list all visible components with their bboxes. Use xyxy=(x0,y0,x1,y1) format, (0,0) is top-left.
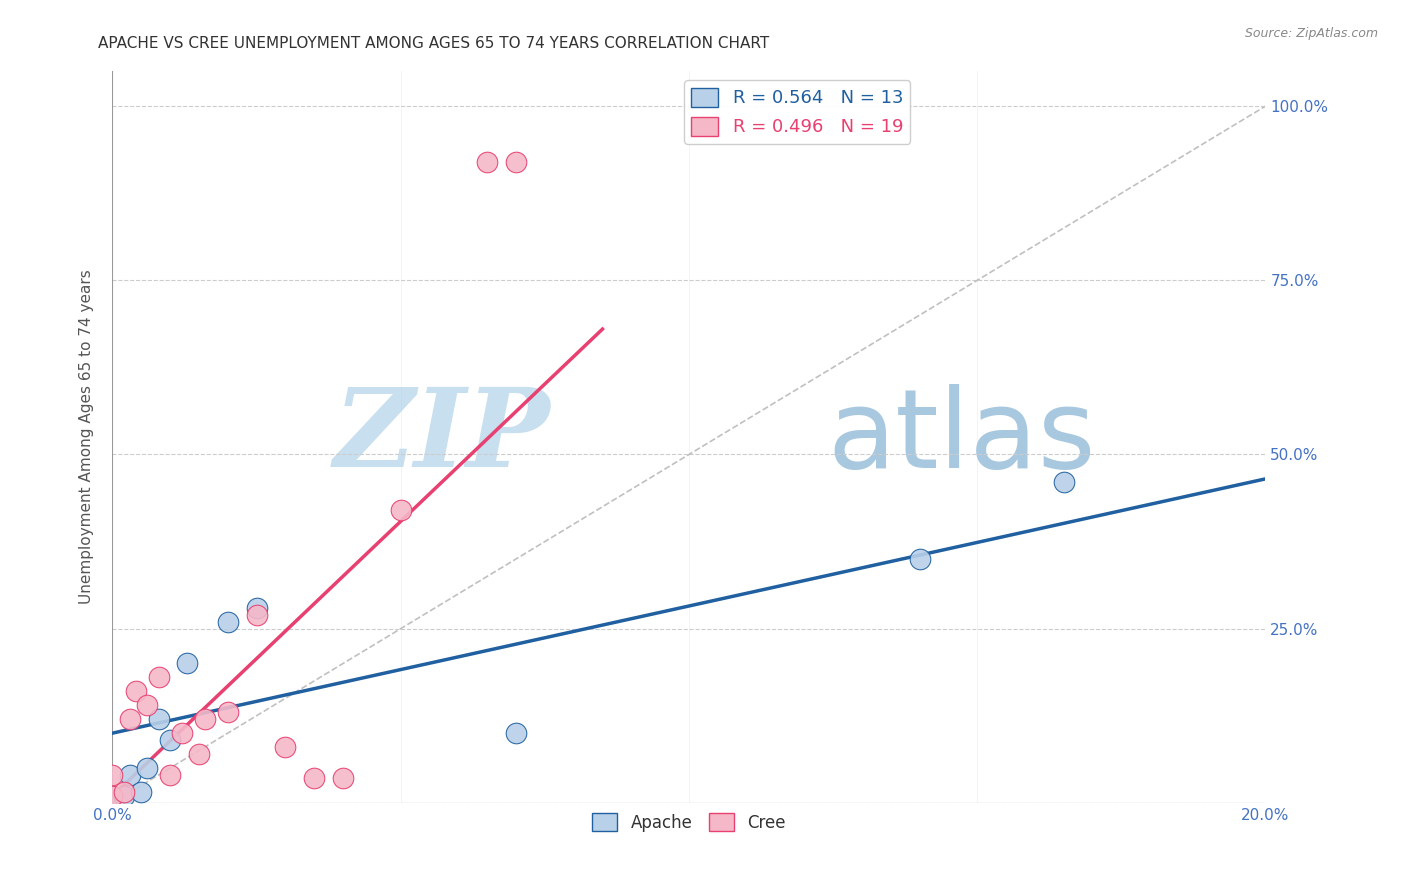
Point xyxy=(505,726,527,740)
Point xyxy=(101,789,124,803)
Point xyxy=(136,761,159,775)
Point xyxy=(112,785,135,799)
Text: atlas: atlas xyxy=(827,384,1095,491)
Y-axis label: Unemployment Among Ages 65 to 74 years: Unemployment Among Ages 65 to 74 years xyxy=(79,269,94,605)
Point xyxy=(246,607,269,622)
Point xyxy=(1053,475,1076,490)
Text: ZIP: ZIP xyxy=(335,384,551,491)
Point xyxy=(505,155,527,169)
Point xyxy=(112,789,135,803)
Point xyxy=(148,670,170,684)
Point xyxy=(159,733,181,747)
Point xyxy=(129,785,153,799)
Text: APACHE VS CREE UNEMPLOYMENT AMONG AGES 65 TO 74 YEARS CORRELATION CHART: APACHE VS CREE UNEMPLOYMENT AMONG AGES 6… xyxy=(98,36,769,51)
Point xyxy=(136,698,159,713)
Point xyxy=(170,726,193,740)
Point xyxy=(101,789,124,803)
Point xyxy=(194,712,217,726)
Point xyxy=(148,712,170,726)
Point xyxy=(274,740,297,755)
Point xyxy=(176,657,198,671)
Point xyxy=(246,600,269,615)
Point xyxy=(159,768,181,782)
Point xyxy=(101,768,124,782)
Point xyxy=(217,705,239,719)
Point xyxy=(124,684,146,698)
Point xyxy=(304,772,326,786)
Point xyxy=(332,772,354,786)
Point xyxy=(908,552,931,566)
Point xyxy=(118,712,141,726)
Point xyxy=(118,768,141,782)
Point xyxy=(389,503,412,517)
Legend: Apache, Cree: Apache, Cree xyxy=(585,806,793,838)
Point xyxy=(475,155,499,169)
Point xyxy=(188,747,211,761)
Text: Source: ZipAtlas.com: Source: ZipAtlas.com xyxy=(1244,27,1378,40)
Point xyxy=(217,615,239,629)
